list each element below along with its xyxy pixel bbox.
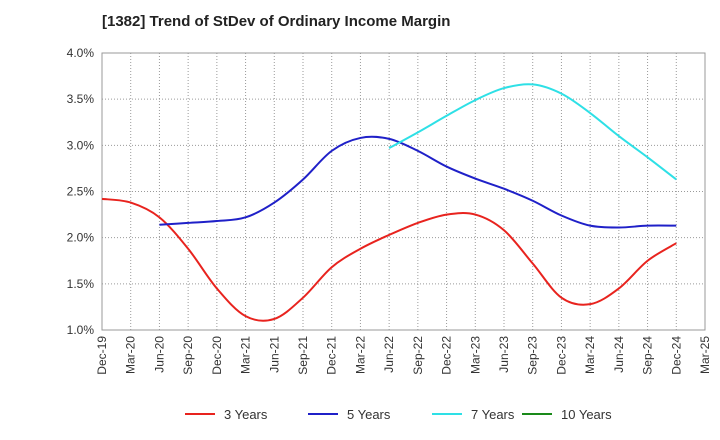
series-lines bbox=[101, 83, 677, 322]
series-line-5-years bbox=[159, 135, 677, 229]
chart-title: [1382] Trend of StDev of Ordinary Income… bbox=[102, 13, 451, 30]
x-tick-label: Jun-22 bbox=[382, 336, 396, 373]
x-tick-label: Sep-22 bbox=[411, 336, 425, 375]
x-tick-label: Sep-21 bbox=[296, 336, 310, 375]
plot-area-border bbox=[101, 52, 706, 331]
legend-label-5-years: 5 Years bbox=[347, 407, 391, 422]
x-tick-label: Mar-20 bbox=[124, 336, 138, 374]
x-tick-label: Jun-23 bbox=[497, 336, 511, 373]
y-tick-label: 4.0% bbox=[67, 46, 95, 60]
x-tick-label: Sep-20 bbox=[181, 336, 195, 375]
y-tick-label: 2.0% bbox=[67, 231, 95, 245]
x-tick-label: Dec-24 bbox=[669, 336, 683, 375]
y-tick-label: 2.5% bbox=[67, 185, 95, 199]
x-tick-label: Dec-21 bbox=[325, 336, 339, 375]
x-tick-label: Mar-24 bbox=[583, 336, 597, 374]
x-tick-label: Dec-23 bbox=[554, 336, 568, 375]
gridlines bbox=[102, 53, 705, 330]
x-tick-label: Mar-23 bbox=[468, 336, 482, 374]
legend: 3 Years 5 Years 7 Years 10 Years bbox=[185, 407, 612, 422]
y-tick-label: 3.0% bbox=[67, 138, 95, 152]
x-axis-labels: Dec-19 Mar-20 Jun-20 Sep-20 Dec-20 Mar-21 Jun-… bbox=[95, 336, 712, 375]
y-tick-label: 3.5% bbox=[67, 92, 95, 106]
legend-label-10-years: 10 Years bbox=[561, 407, 612, 422]
y-tick-label: 1.0% bbox=[67, 323, 95, 337]
series-line-3-years bbox=[101, 197, 677, 322]
x-tick-label: Jun-24 bbox=[612, 336, 626, 373]
x-tick-label: Jun-20 bbox=[152, 336, 166, 373]
x-tick-label: Dec-22 bbox=[440, 336, 454, 375]
series-line-7-years bbox=[388, 83, 677, 181]
x-tick-label: Mar-25 bbox=[698, 336, 712, 374]
legend-label-7-years: 7 Years bbox=[471, 407, 515, 422]
y-axis-labels: 1.0% 1.5% 2.0% 2.5% 3.0% 3.5% 4.0% bbox=[67, 46, 95, 337]
x-tick-label: Dec-19 bbox=[95, 336, 109, 375]
legend-label-3-years: 3 Years bbox=[224, 407, 268, 422]
x-tick-label: Dec-20 bbox=[210, 336, 224, 375]
x-tick-label: Jun-21 bbox=[267, 336, 281, 373]
x-tick-label: Sep-24 bbox=[641, 336, 655, 375]
y-tick-label: 1.5% bbox=[67, 277, 95, 291]
x-tick-label: Mar-22 bbox=[353, 336, 367, 374]
x-tick-label: Mar-21 bbox=[239, 336, 253, 374]
x-tick-label: Sep-23 bbox=[526, 336, 540, 375]
